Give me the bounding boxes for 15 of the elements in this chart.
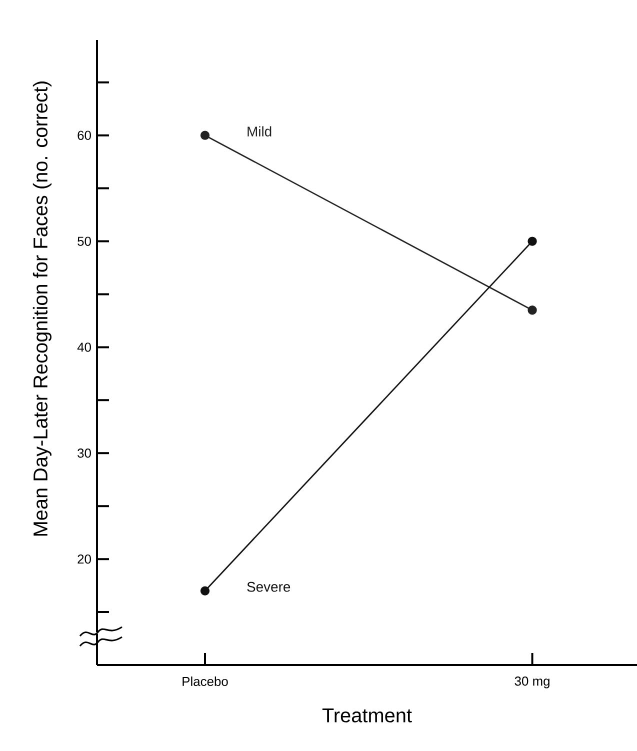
y-axis-title: Mean Day-Later Recognition for Faces (no. correct)	[32, 82, 52, 536]
x-tick-label: Placebo	[182, 676, 228, 686]
y-tick-label: 20	[78, 554, 91, 564]
y-tick-label: 50	[78, 236, 91, 246]
point	[200, 130, 210, 140]
y-tick-label: 40	[77, 342, 91, 352]
x-axis-title: Treatment	[322, 708, 412, 722]
point	[200, 586, 210, 596]
y-tick-label: 30	[78, 448, 91, 458]
y-tick-label: 60	[78, 130, 91, 140]
series-label: Mild	[248, 126, 272, 136]
point	[528, 306, 537, 315]
x-tick-label: 30 mg	[514, 676, 550, 688]
series-label: Severe	[247, 582, 290, 592]
point	[528, 236, 537, 246]
